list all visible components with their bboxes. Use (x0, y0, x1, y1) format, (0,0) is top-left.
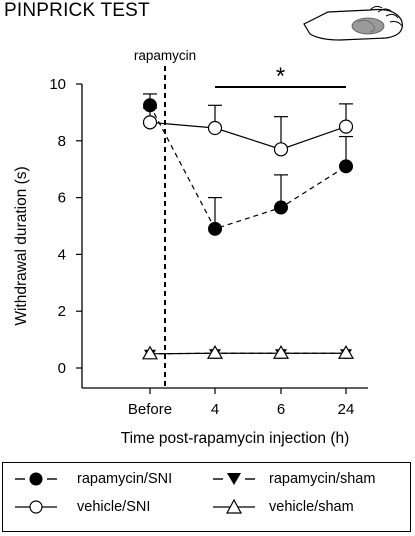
legend-swatch-filled-circle (15, 472, 57, 486)
legend-label: vehicle/sham (269, 499, 354, 515)
legend-item-rapamycin-sham: rapamycin/sham (211, 469, 375, 489)
rapamycin-label: rapamycin (134, 48, 196, 63)
x-tick-label: Before (128, 401, 172, 418)
legend-item-vehicle-sni: vehicle/SNI (13, 497, 150, 517)
y-tick-label: 2 (58, 303, 66, 320)
y-tick-label: 6 (58, 190, 66, 207)
y-axis-label: Withdrawal duration (s) (13, 166, 30, 325)
legend-label: rapamycin/sham (269, 471, 376, 487)
point-rapamycin-sni (339, 159, 353, 174)
legend-swatch-open-triangle (213, 498, 255, 514)
y-tick-label: 0 (58, 360, 66, 377)
point-vehicle-sham (272, 345, 290, 359)
point-rapamycin-sni (208, 221, 222, 236)
point-vehicle-sham (141, 345, 159, 360)
legend-swatch-filled-triangle (213, 473, 255, 485)
x-tick-label: 24 (338, 401, 355, 418)
point-vehicle-sni (207, 120, 223, 136)
legend-label: vehicle/SNI (77, 499, 151, 515)
y-tick-label: 10 (49, 76, 66, 93)
x-tick-label: 6 (277, 401, 285, 418)
chart-title: PINPRICK TEST (4, 0, 150, 21)
series-line-vehicle-sham (149, 352, 346, 355)
x-tick-label: 4 (211, 401, 219, 418)
series-line-rapamycin-sni (149, 105, 347, 230)
point-vehicle-sham (337, 345, 355, 359)
point-vehicle-sni (338, 119, 354, 134)
y-tick-label: 8 (58, 133, 66, 150)
point-vehicle-sni (142, 115, 158, 130)
x-axis-label: Time post-rapamycin injection (h) (121, 430, 350, 447)
legend-label: rapamycin/SNI (77, 471, 173, 487)
legend-item-rapamycin-sni: rapamycin/SNI (13, 469, 172, 489)
point-rapamycin-sni (143, 98, 157, 113)
legend: rapamycin/SNI vehicle/SNI rapamycin/sham… (2, 462, 411, 532)
y-tick-label: 4 (58, 246, 66, 263)
series-line-vehicle-sni (149, 121, 347, 150)
point-vehicle-sham (206, 345, 224, 359)
legend-swatch-open-circle (15, 500, 57, 514)
point-vehicle-sni (273, 142, 289, 157)
paw-icon (303, 5, 403, 41)
legend-item-vehicle-sham: vehicle/sham (211, 497, 354, 517)
significance-star: * (276, 63, 285, 90)
point-rapamycin-sni (274, 200, 288, 215)
